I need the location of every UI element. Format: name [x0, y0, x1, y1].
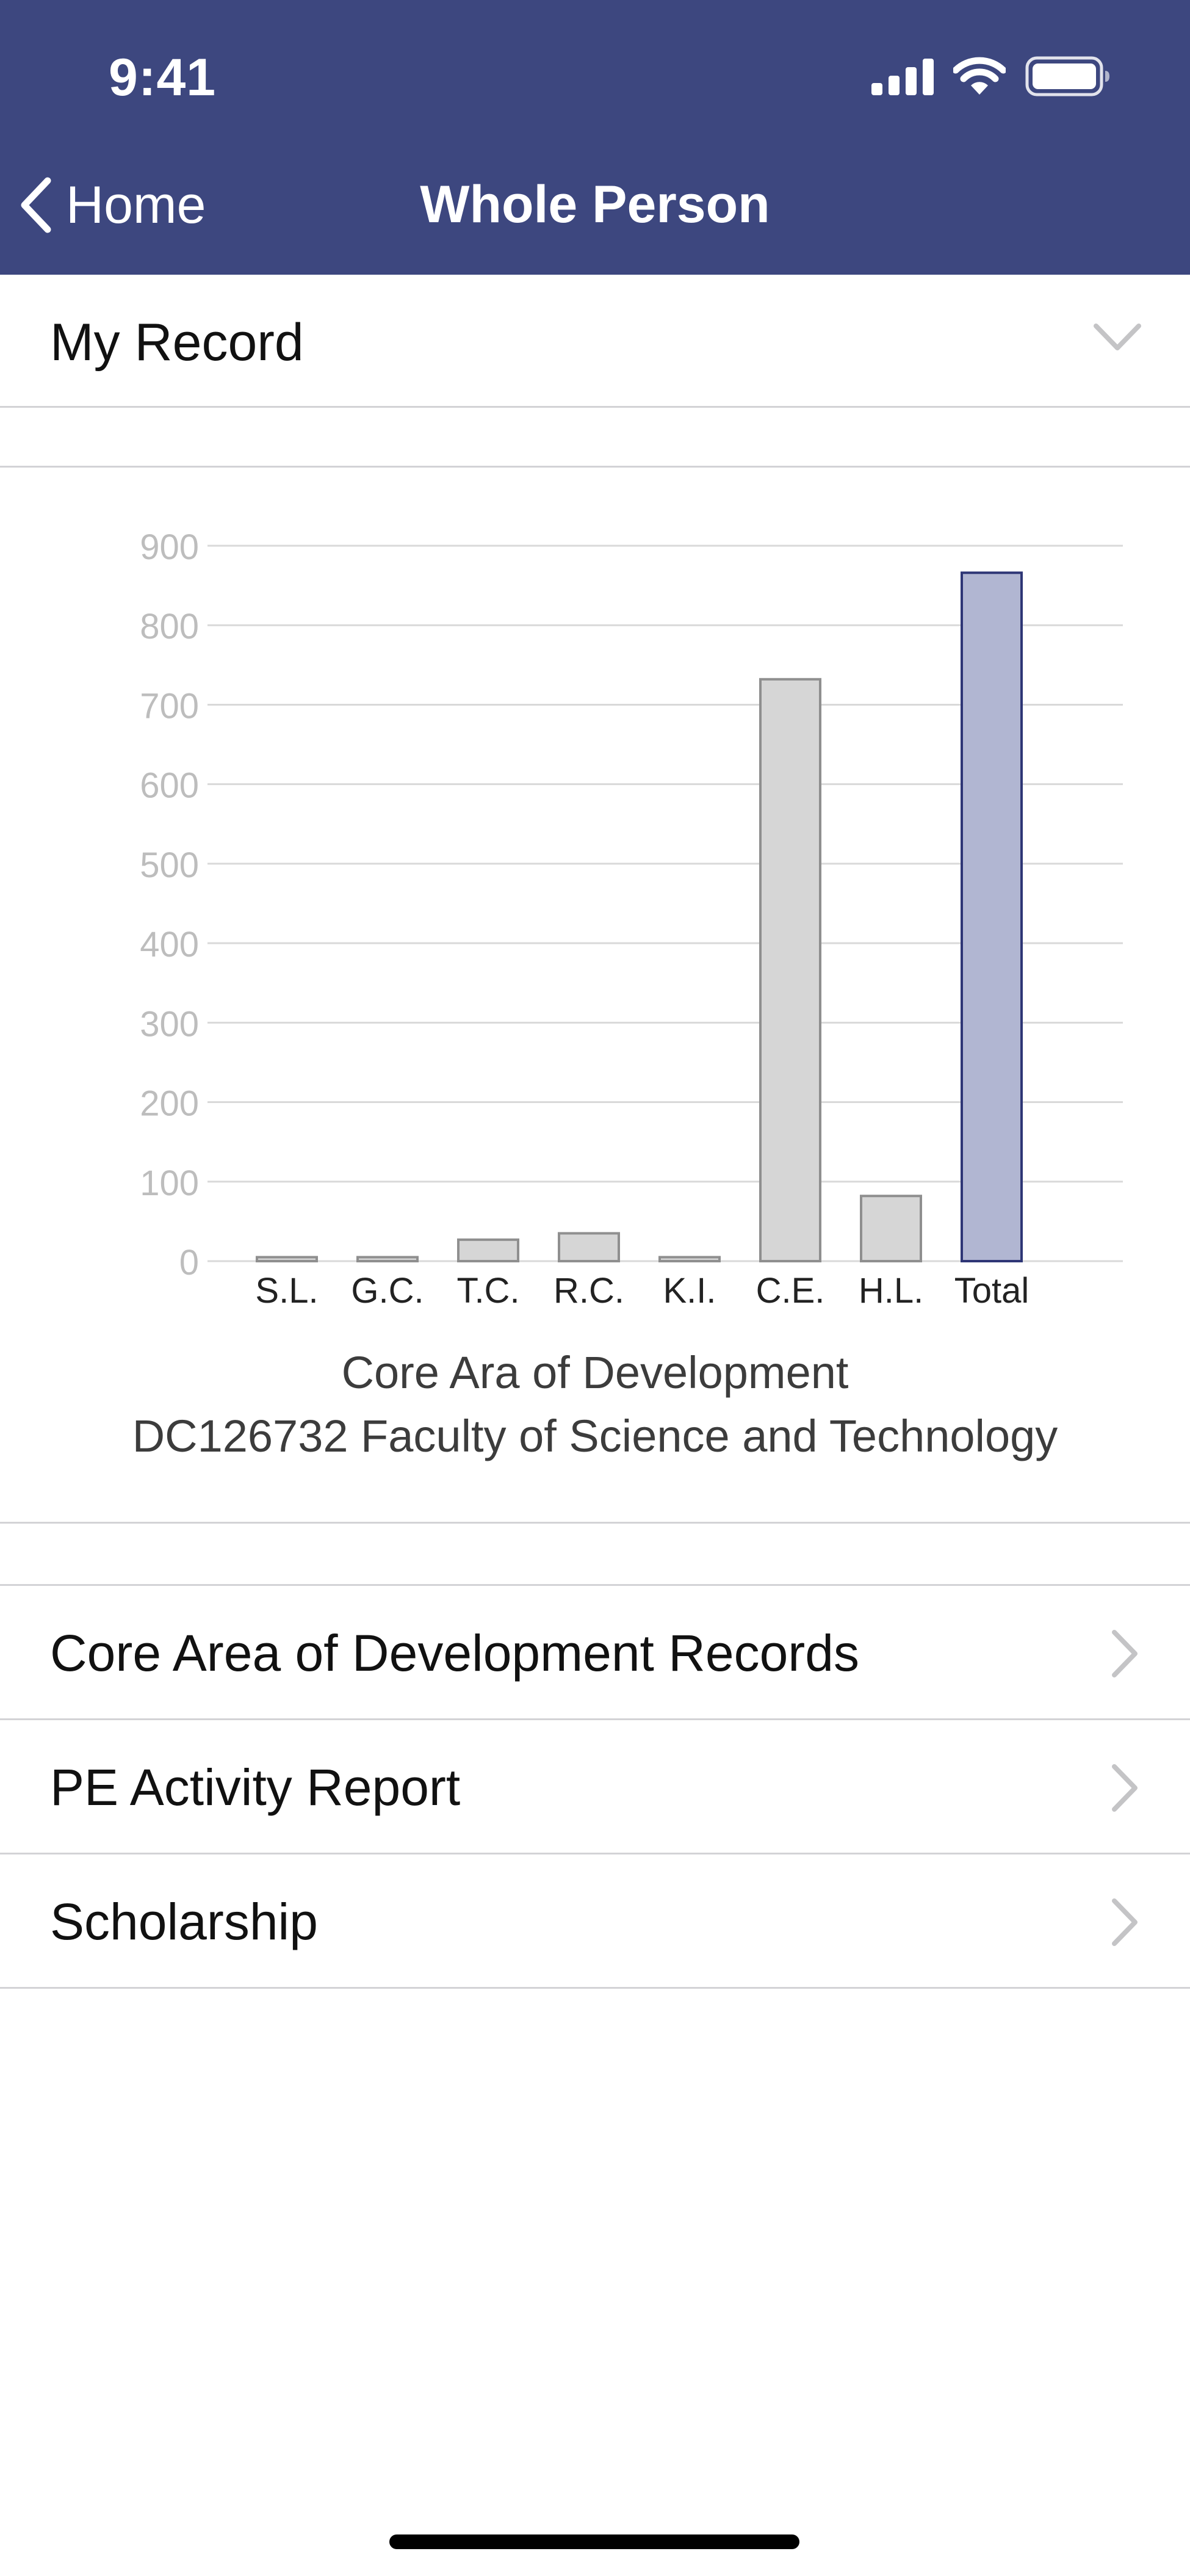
bar-ki — [658, 1256, 721, 1263]
bar-gc — [356, 1256, 419, 1263]
x-tick-label: H.L. — [859, 1271, 923, 1311]
x-tick-label: C.E. — [756, 1271, 825, 1311]
y-tick-label: 700 — [140, 686, 199, 726]
y-tick-label: 800 — [140, 607, 199, 646]
chevron-down-icon — [1094, 324, 1141, 350]
x-tick-label: T.C. — [456, 1271, 519, 1311]
development-chart: 0 100 200 300 400 500 600 700 800 900 S.L. G.C. T.C.… — [0, 468, 1190, 1524]
x-tick-label: Total — [954, 1271, 1030, 1311]
menu-item-core-area-records[interactable]: Core Area of Development Records — [0, 1586, 1190, 1720]
menu-item-label: Core Area of Development Records — [50, 1624, 859, 1682]
record-label: My Record — [50, 313, 304, 372]
y-tick-label: 600 — [140, 766, 199, 806]
y-tick-label: 400 — [140, 925, 199, 964]
wifi-icon — [953, 57, 1006, 95]
record-selector[interactable]: My Record — [0, 276, 1190, 408]
chevron-left-icon — [21, 177, 51, 233]
back-label: Home — [66, 175, 206, 234]
menu-item-label: Scholarship — [50, 1893, 318, 1950]
x-tick-label: K.I. — [663, 1271, 716, 1311]
y-tick-label: 100 — [140, 1163, 199, 1203]
bar-sl — [256, 1256, 318, 1263]
chart-caption-title: Core Ara of Development — [341, 1347, 849, 1398]
y-tick-label: 200 — [140, 1084, 199, 1124]
chart-caption-subtitle: DC126732 Faculty of Science and Technolo… — [132, 1411, 1058, 1461]
menu-item-label: PE Activity Report — [50, 1759, 461, 1816]
bar-ce — [759, 678, 821, 1263]
chevron-right-icon — [1112, 1630, 1138, 1677]
page-title: Whole Person — [420, 175, 770, 234]
y-tick-label: 500 — [140, 845, 199, 885]
back-button[interactable]: Home — [18, 175, 206, 236]
x-tick-label: R.C. — [554, 1271, 624, 1311]
bar-tc — [457, 1238, 519, 1262]
chevron-right-icon — [1112, 1898, 1138, 1946]
status-icons — [871, 56, 1111, 96]
bar-hl — [860, 1195, 922, 1262]
bar-chart: 0 100 200 300 400 500 600 700 800 900 S.L. G.C. T.C.… — [140, 527, 1123, 1311]
status-time: 9:41 — [109, 48, 217, 107]
bar-rc — [558, 1232, 620, 1263]
y-tick-label: 300 — [140, 1004, 199, 1044]
x-tick-label: G.C. — [351, 1271, 424, 1311]
menu-list: Core Area of Development Records PE Acti… — [0, 1586, 1190, 1989]
chevron-right-icon — [1112, 1764, 1138, 1812]
x-tick-label: S.L. — [255, 1271, 318, 1311]
menu-item-pe-activity-report[interactable]: PE Activity Report — [0, 1720, 1190, 1854]
section-spacer — [0, 1524, 1190, 1586]
y-tick-label: 900 — [140, 527, 199, 567]
y-tick-label: 0 — [179, 1243, 199, 1283]
bar-total — [961, 571, 1023, 1263]
home-indicator — [389, 2534, 799, 2549]
signal-icon — [871, 57, 934, 95]
navigation-header: 9:41 Home Whole Person — [0, 0, 1190, 275]
menu-item-scholarship[interactable]: Scholarship — [0, 1854, 1190, 1989]
section-spacer — [0, 408, 1190, 468]
battery-icon — [1025, 56, 1109, 96]
